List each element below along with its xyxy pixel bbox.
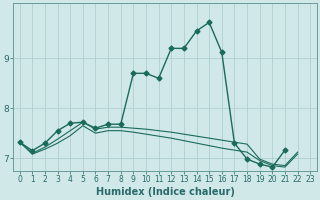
X-axis label: Humidex (Indice chaleur): Humidex (Indice chaleur) (96, 187, 234, 197)
